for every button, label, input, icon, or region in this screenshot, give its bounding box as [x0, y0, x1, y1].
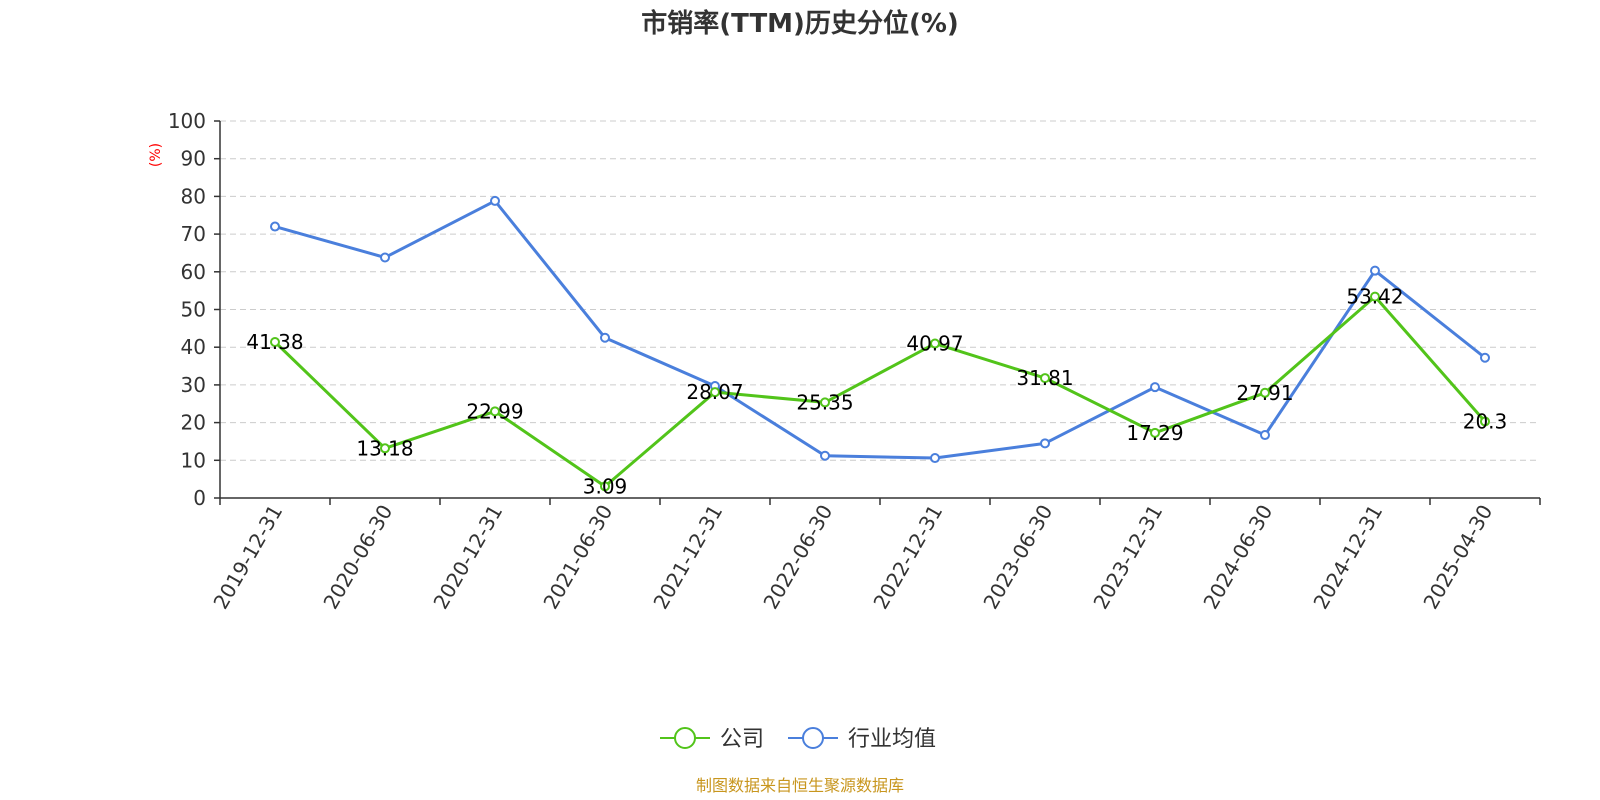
x-tick-label: 2022-06-30: [758, 501, 837, 614]
y-tick-label: 0: [193, 486, 206, 510]
data-point: [270, 336, 280, 347]
legend[interactable]: 公司 行业均值: [660, 727, 936, 752]
y-tick-label: 40: [181, 335, 206, 359]
y-tick-label: 20: [181, 411, 206, 435]
data-label: 31.81: [1016, 366, 1073, 390]
data-point: [1260, 430, 1270, 441]
legend-marker: [802, 727, 824, 749]
data-point: [380, 252, 390, 263]
data-point: [1260, 387, 1270, 398]
x-tick-label: 2020-06-30: [318, 501, 397, 614]
series-line: [274, 199, 1486, 460]
data-label: 20.3: [1463, 409, 1508, 433]
y-tick-label: 80: [181, 184, 206, 208]
data-point: [820, 450, 830, 461]
data-point: [1150, 382, 1160, 393]
data-labels: 41.38 13.18 22.99 3.09 28.07 25.35 40.97 31.81 1…: [246, 285, 1507, 499]
x-tick-label: 2020-12-31: [428, 501, 507, 614]
source-note: 制图数据来自恒生聚源数据库: [696, 776, 904, 795]
y-tick-label: 60: [181, 260, 206, 284]
data-point: [1480, 416, 1490, 427]
data-point: [380, 443, 390, 454]
data-point: [1370, 265, 1380, 276]
y-tick-label: 50: [181, 298, 206, 322]
y-tick-label: 30: [181, 373, 206, 397]
x-tick-label: 2021-12-31: [648, 501, 727, 614]
y-tick-label: 70: [181, 222, 206, 246]
data-point: [1040, 373, 1050, 384]
x-tick-label: 2021-06-30: [538, 501, 617, 614]
data-label: 13.18: [356, 436, 413, 460]
data-label: 40.97: [906, 332, 963, 356]
series-layer: [270, 195, 1490, 492]
x-tick-label: 2023-06-30: [978, 501, 1057, 614]
x-tick-label: 2025-04-30: [1418, 501, 1497, 614]
legend-item[interactable]: 行业均值: [788, 727, 936, 752]
x-tick-label: 2024-06-30: [1198, 501, 1277, 614]
x-tick-label: 2019-12-31: [208, 501, 287, 614]
data-point: [710, 387, 720, 398]
legend-label: 行业均值: [848, 727, 936, 752]
data-label: 41.38: [246, 330, 303, 354]
legend-label: 公司: [720, 727, 764, 752]
data-point: [600, 332, 610, 343]
x-tick-label: 2022-12-31: [868, 501, 947, 614]
x-tick-label: 2024-12-31: [1308, 501, 1387, 614]
chart-title: 市销率(TTM)历史分位(%): [641, 8, 959, 39]
data-label: 3.09: [583, 474, 628, 498]
data-label: 27.91: [1236, 381, 1293, 405]
data-point: [1480, 352, 1490, 363]
y-tick-label: 90: [181, 147, 206, 171]
data-point: [820, 397, 830, 408]
y-tick-label: 100: [168, 109, 206, 133]
data-point: [490, 195, 500, 206]
y-tick-label: 10: [181, 448, 206, 472]
data-label: 17.29: [1126, 421, 1183, 445]
data-point: [1150, 427, 1160, 438]
legend-item[interactable]: 公司: [660, 727, 764, 752]
data-point: [930, 453, 940, 464]
data-label: 22.99: [466, 399, 523, 423]
data-point: [270, 221, 280, 232]
data-point: [600, 481, 610, 492]
y-axis-label: (%): [148, 143, 164, 167]
data-point: [1040, 438, 1050, 449]
data-point: [930, 338, 940, 349]
data-point: [490, 406, 500, 417]
data-label: 25.35: [796, 390, 853, 414]
data-point: [1370, 291, 1380, 302]
data-label: 53.42: [1346, 285, 1403, 309]
grid-lines: [220, 120, 1540, 461]
series-line: [273, 295, 1487, 488]
axes: 0 10 20 30 40 50 60 70 80 90 100 2019-12-31 2020-06-…: [168, 109, 1541, 614]
data-label: 28.07: [686, 380, 743, 404]
legend-marker: [674, 727, 696, 749]
x-tick-label: 2023-12-31: [1088, 501, 1167, 614]
